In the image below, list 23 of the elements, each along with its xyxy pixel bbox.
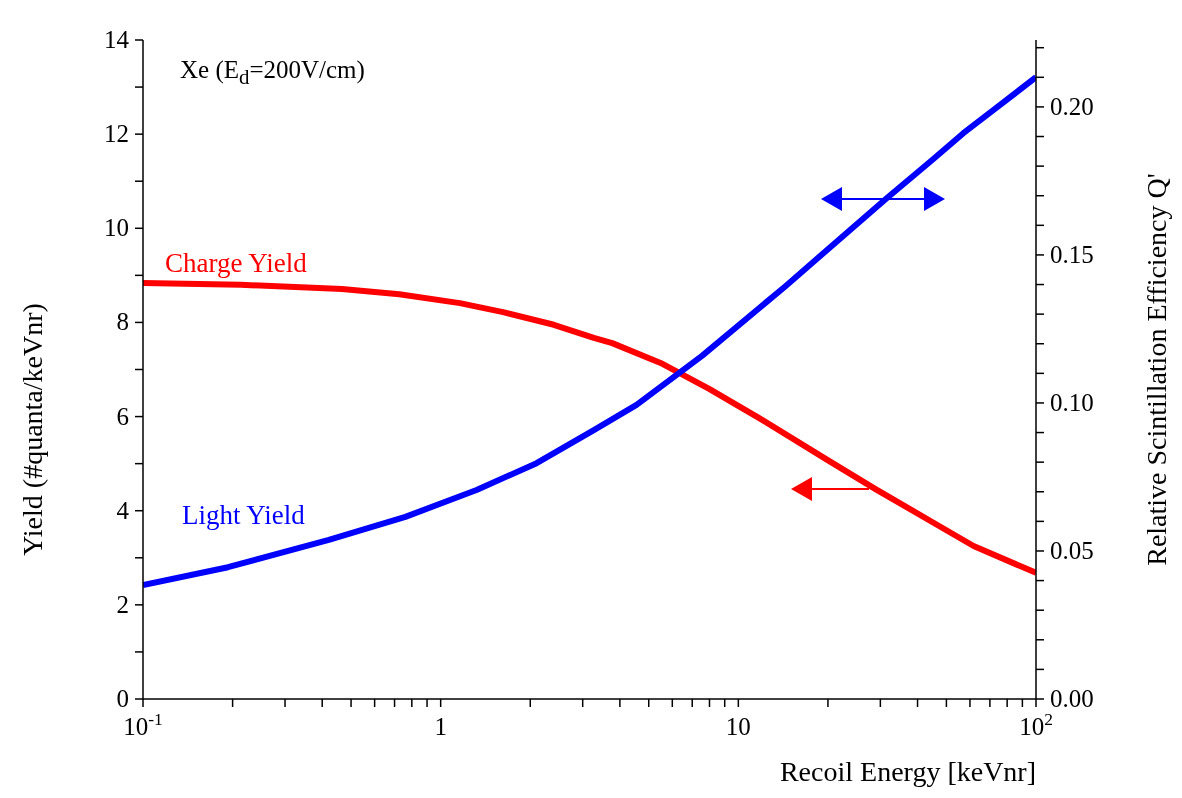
y2-tick-label: 0.15 <box>1050 240 1094 268</box>
y-tick-label: 2 <box>116 590 129 618</box>
y-tick-label: 14 <box>104 26 130 53</box>
x-axis-title: Recoil Energy [keVnr] <box>779 756 1036 787</box>
y2-tick-label: 0.20 <box>1050 92 1094 120</box>
y-tick-label: 0 <box>116 685 129 712</box>
y2-tick-label: 0.10 <box>1050 388 1094 416</box>
y-tick-label: 8 <box>116 308 129 336</box>
y2-axis-title: Relative Scintillation Efficiency Q' <box>1140 173 1172 566</box>
series-label: Charge Yield <box>165 248 307 279</box>
y2-tick-label: 0.00 <box>1050 685 1094 712</box>
y-tick-label: 12 <box>104 120 129 148</box>
y-axis-title: Yield (#quanta/keVnr) <box>16 303 48 556</box>
x-tick-label: 10$^{-1}$ <box>123 709 163 740</box>
x-tick-label: 10 <box>725 713 751 740</box>
y2-tick-label: 0.05 <box>1050 536 1094 564</box>
y-tick-label: 4 <box>116 496 130 524</box>
series-label: Light Yield <box>182 500 305 531</box>
y-tick-label: 6 <box>116 402 129 430</box>
x-tick-label: 1 <box>434 713 447 740</box>
x-tick-label: 10$^{2}$ <box>1019 709 1053 740</box>
y-tick-label: 10 <box>104 214 129 242</box>
annotation: Xe (E$_{d}$=200V/cm) <box>180 56 365 90</box>
